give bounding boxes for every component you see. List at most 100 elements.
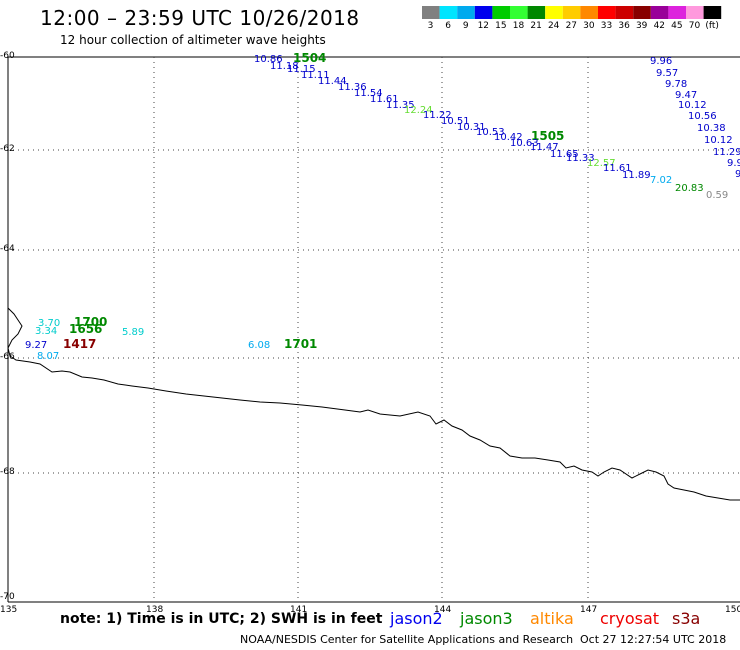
wave-height-label: 9.47 bbox=[675, 90, 697, 101]
latitude-label: -70 bbox=[0, 592, 15, 602]
wave-height-label: 11.15 bbox=[287, 64, 316, 75]
colorbar-swatch bbox=[510, 6, 528, 19]
observation-time-label: 1417 bbox=[63, 337, 96, 351]
wave-height-label: 3.34 bbox=[35, 326, 57, 337]
observation-time-label: 1504 bbox=[293, 51, 326, 65]
longitude-label: 138 bbox=[146, 605, 164, 615]
wave-height-label: 11.44 bbox=[318, 76, 347, 87]
colorbar-swatch bbox=[527, 6, 546, 19]
colorbar-label: (ft) bbox=[705, 21, 719, 31]
wave-height-observations: 10.86 150411.1811.1511.1111.4411.3611.541… bbox=[25, 51, 740, 362]
colorbar-label: 42 bbox=[653, 21, 666, 31]
wave-height-label: 10.31 bbox=[457, 122, 486, 133]
wave-height-label: 9.57 bbox=[656, 68, 678, 79]
wave-height-label: 11.22 bbox=[423, 110, 452, 121]
colorbar-swatch bbox=[457, 6, 475, 19]
colorbar-swatch bbox=[439, 6, 458, 19]
wave-height-label: 12.57 bbox=[587, 158, 616, 169]
footer-credit: NOAA/NESDIS Center for Satellite Applica… bbox=[240, 633, 574, 646]
latitude-label: -60 bbox=[0, 51, 15, 61]
observation-time-label: 1700 bbox=[74, 315, 107, 329]
colorbar-swatch bbox=[545, 6, 563, 19]
colorbar-label: 18 bbox=[512, 21, 525, 31]
wave-height-label: 11.35 bbox=[386, 100, 415, 111]
wave-height-label: 10.86 bbox=[254, 54, 283, 65]
colorbar-label: 27 bbox=[565, 21, 578, 31]
wave-height-label: 5.89 bbox=[122, 327, 144, 338]
legend-satellite-s3a: s3a bbox=[672, 609, 701, 628]
wave-height-label: 10.38 bbox=[697, 123, 726, 134]
longitude-label: 147 bbox=[580, 605, 598, 615]
wave-height-label: 9 bbox=[735, 169, 740, 180]
wave-height-label: 6.08 bbox=[248, 340, 270, 351]
latitude-label: -68 bbox=[0, 467, 15, 477]
colorbar-label: 33 bbox=[600, 21, 613, 31]
wave-height-label: 10.12 bbox=[704, 135, 733, 146]
colorbar-swatch bbox=[633, 6, 651, 19]
wave-height-label: 3.70 bbox=[38, 318, 60, 329]
wave-height-label: 11.11 bbox=[301, 70, 330, 81]
wave-height-label: 10.12 bbox=[678, 100, 707, 111]
colorbar-label: 30 bbox=[583, 21, 595, 31]
wave-height-label: 8.07 bbox=[37, 351, 59, 362]
colorbar-label: 15 bbox=[495, 21, 507, 31]
colorbar-swatch bbox=[422, 6, 440, 19]
wave-height-label: 10.56 bbox=[688, 111, 717, 122]
colorbar-label: 24 bbox=[547, 21, 560, 31]
longitude-label: 144 bbox=[434, 605, 452, 615]
longitude-label: 150 bbox=[725, 605, 740, 615]
wave-height-label: 7.02 bbox=[650, 175, 672, 186]
colorbar-label: 21 bbox=[530, 21, 542, 31]
wave-height-label: 0.59 bbox=[706, 190, 728, 201]
wave-height-label: 11.47 bbox=[530, 142, 559, 153]
wave-height-label: 9.96 bbox=[650, 56, 672, 67]
colorbar-label: 3 bbox=[427, 21, 434, 31]
wave-height-label: 12.24 bbox=[404, 105, 433, 116]
wave-height-label: 11.36 bbox=[338, 82, 367, 93]
graticule bbox=[8, 57, 740, 602]
observation-time-label: 1656 bbox=[69, 322, 102, 336]
coastline bbox=[7, 307, 740, 501]
wave-height-label: 11.18 bbox=[270, 61, 299, 72]
colorbar-swatch bbox=[668, 6, 686, 19]
wave-height-label: 9.9 bbox=[727, 158, 740, 169]
colorbar-swatch bbox=[492, 6, 510, 19]
colorbar-swatch bbox=[562, 6, 581, 19]
wave-height-label: 11.65 bbox=[550, 149, 579, 160]
colorbar-swatch bbox=[474, 6, 493, 19]
wave-height-label: 10.53 bbox=[476, 127, 505, 138]
latitude-label: -66 bbox=[0, 352, 15, 362]
footer-timestamp: Oct 27 12:27:54 UTC 2018 bbox=[580, 633, 727, 646]
colorbar-swatch bbox=[598, 6, 616, 19]
longitude-label: 141 bbox=[290, 605, 308, 615]
wave-height-label: 9.78 bbox=[665, 79, 687, 90]
colorbar-swatch bbox=[650, 6, 669, 19]
colorbar-swatch bbox=[615, 6, 634, 19]
legend-satellite-jason2: jason2 bbox=[390, 609, 443, 628]
colorbar-swatch bbox=[686, 6, 704, 19]
colorbar-label: 9 bbox=[462, 21, 469, 31]
legend-satellite-cryosat: cryosat bbox=[600, 609, 660, 628]
wave-height-label: 11.61 bbox=[370, 94, 399, 105]
wave-height-label: 10.42 bbox=[494, 132, 523, 143]
observation-time-label: 1505 bbox=[531, 129, 564, 143]
latitude-label: -64 bbox=[0, 244, 15, 254]
colorbar-label: 6 bbox=[445, 21, 451, 31]
wave-height-label: 11.61 bbox=[603, 163, 632, 174]
longitude-label: 135 bbox=[0, 605, 18, 615]
colorbar-swatch bbox=[580, 6, 598, 19]
wave-height-label: 11.33 bbox=[566, 153, 595, 164]
colorbar-label: 45 bbox=[671, 21, 683, 31]
legend-satellite-jason3: jason3 bbox=[460, 609, 513, 628]
observation-time-label: 1701 bbox=[284, 337, 317, 351]
wave-height-label: 11.29 bbox=[713, 147, 740, 158]
colorbar bbox=[422, 6, 722, 19]
footer-note: note: 1) Time is in UTC; 2) SWH is in fe… bbox=[60, 611, 383, 627]
page-subtitle: 12 hour collection of altimeter wave hei… bbox=[60, 33, 326, 47]
wave-height-label: 20.83 bbox=[675, 183, 704, 194]
colorbar-label: 12 bbox=[477, 21, 490, 31]
colorbar-swatch bbox=[703, 6, 722, 19]
wave-height-label: 11.89 bbox=[622, 170, 651, 181]
colorbar-label: 39 bbox=[635, 21, 648, 31]
